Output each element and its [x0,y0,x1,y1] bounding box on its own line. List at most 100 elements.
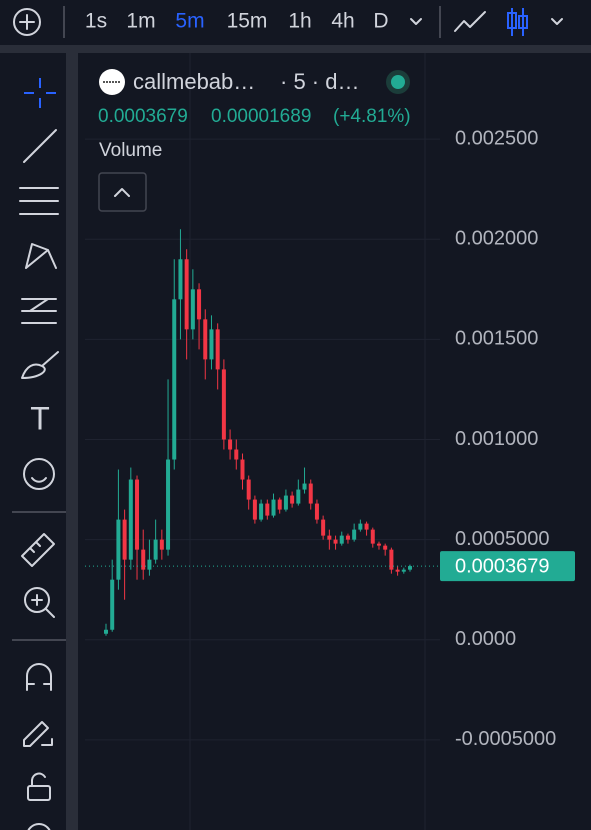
volume-label: Volume [99,140,162,161]
candle-body [364,523,369,530]
candle-body [271,499,276,516]
brush-tool[interactable] [21,351,59,379]
toolbar-divider [0,45,591,53]
legend: callmebab… · 5 · d… 0.0003679 0.00001689… [98,69,411,212]
candle-body [302,483,307,490]
candle-body [252,499,257,520]
candle-body [221,369,226,440]
y-tick-label: 0.002000 [455,228,538,250]
candle-body [172,299,177,460]
candle-body [345,535,350,540]
candle-body [135,479,140,550]
magnet-tool[interactable] [26,663,52,691]
candle-body [122,519,127,560]
candle-body [128,479,133,560]
y-tick-label: 0.0000 [455,628,516,650]
candle-body [209,329,214,360]
price-axis: 0.002500 0.002000 0.001500 0.001000 0.000500… [440,127,575,750]
add-symbol-button[interactable] [13,8,41,36]
candle-body [370,529,375,544]
candle-body [333,539,338,544]
candle-body [116,519,121,580]
candle-body [197,289,202,320]
pattern-tool[interactable] [25,243,57,269]
status-dot [391,75,405,89]
timeframe[interactable]: 15m [227,10,268,33]
trend-line-tool[interactable] [23,129,57,163]
prediction-tool[interactable] [21,298,57,324]
collapse-button[interactable] [98,172,147,212]
eye-tool[interactable] [27,823,51,830]
candle-body [389,549,394,570]
y-tick-label: 0.002500 [455,127,538,149]
chart-type-menu[interactable] [551,18,563,25]
side-divider [66,53,78,830]
candle-body [383,545,388,550]
candle-body [358,523,363,530]
candle-body [153,539,158,560]
candle-body [339,535,344,544]
timeframe[interactable]: 1m [126,10,155,33]
candle-body [259,503,264,520]
candle-body [314,503,319,520]
candle-body [395,569,400,572]
ruler-tool[interactable] [21,533,55,567]
candle-body [110,579,115,630]
crosshair-tool[interactable] [24,78,56,108]
y-tick-label: 0.001000 [455,428,538,450]
candle-body [401,569,406,572]
candle-body [327,535,332,540]
candle-body [104,629,108,634]
legend-change-pct: (+4.81%) [333,106,411,127]
candle-chart-button[interactable] [507,8,528,36]
candle-body [296,489,301,504]
fib-tool[interactable] [19,187,59,215]
top-toolbar: 1s 1m 5m 15m 1h 4h D [13,6,563,38]
candle-body [203,319,208,360]
interval: · 5 · d… [280,69,359,94]
candle-body [376,543,381,546]
candle-body [228,439,233,450]
symbol-name[interactable]: callmebab… [133,69,255,94]
candle-body [277,499,282,510]
timeframe[interactable]: 1s [85,10,107,33]
y-tick-label: 0.001500 [455,328,538,350]
candle-body [283,495,288,510]
candle-body [246,479,251,500]
legend-price: 0.0003679 [98,106,188,127]
legend-change: 0.00001689 [211,106,311,127]
last-price-badge [440,551,575,582]
lock-tool[interactable] [27,772,51,801]
candles [85,229,440,636]
timeframe-menu[interactable] [410,18,422,25]
candle-body [234,449,239,460]
zoom-tool[interactable] [24,587,55,618]
left-toolbar: T [12,78,66,830]
emoji-tool[interactable] [23,458,55,490]
candle-body [159,539,164,550]
timeframe[interactable]: D [373,10,388,33]
candle-body [308,483,313,504]
timeframe[interactable]: 4h [331,10,354,33]
candle-body [190,289,195,330]
candle-body [215,329,220,370]
candle-body [178,259,183,300]
timeframe-active[interactable]: 5m [175,10,204,33]
y-tick-label: 0.0005000 [455,528,550,550]
candle-body [321,519,326,536]
y-tick-label: -0.0005000 [455,728,556,750]
last-price-label: 0.0003679 [455,555,550,577]
candle-body [408,566,412,570]
candle-body [184,259,189,330]
lock-drawings-tool[interactable] [23,721,53,747]
candle-body [166,459,171,550]
candle-body [147,559,152,570]
candle-body [240,459,245,480]
candle-body [265,503,270,516]
text-tool[interactable]: T [30,400,50,436]
grid [85,53,440,830]
candle-body [141,549,146,570]
line-chart-button[interactable] [454,11,486,32]
timeframe[interactable]: 1h [288,10,311,33]
